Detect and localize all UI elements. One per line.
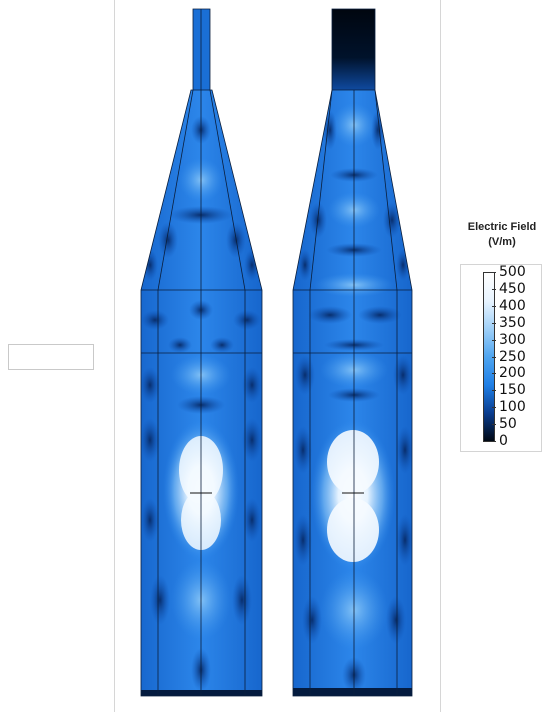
legend-tick-mark bbox=[492, 339, 496, 341]
legend-title-line1: Electric Field bbox=[467, 221, 537, 233]
legend-tick-label: 350 bbox=[499, 314, 526, 331]
legend-tick-label: 50 bbox=[499, 416, 517, 433]
left-model-outline bbox=[140, 8, 263, 697]
legend-tick-label: 0 bbox=[499, 433, 508, 449]
legend-tick-mark bbox=[492, 424, 496, 426]
legend-tick-mark bbox=[492, 390, 496, 392]
legend-tick-label: 500 bbox=[499, 264, 526, 280]
legend-box: 500 450 400 350 300 250 200 150 100 50 0 bbox=[460, 264, 542, 452]
legend-tick-mark bbox=[492, 407, 496, 409]
legend-tick-label: 250 bbox=[499, 348, 526, 365]
legend-tick-label: 100 bbox=[499, 399, 526, 416]
left-divider bbox=[114, 0, 115, 712]
legend-tick-label: 300 bbox=[499, 331, 526, 348]
legend-title: Electric Field (V/m) bbox=[462, 220, 542, 250]
legend-tick-mark bbox=[492, 272, 496, 273]
legend-tick-mark bbox=[492, 356, 496, 358]
right-field-model bbox=[293, 9, 412, 696]
legend-tick-mark bbox=[492, 322, 496, 324]
right-divider bbox=[440, 0, 441, 712]
side-empty-box bbox=[8, 344, 94, 370]
legend-title-line2: (V/m) bbox=[488, 236, 516, 248]
legend-tick-mark bbox=[492, 288, 496, 290]
legend-tick-mark bbox=[492, 305, 496, 307]
legend-tick-label: 150 bbox=[499, 382, 526, 399]
left-field-model bbox=[141, 9, 262, 696]
legend-tick-label: 400 bbox=[499, 297, 526, 314]
legend-tick-mark bbox=[492, 373, 496, 375]
legend-tick-mark bbox=[492, 441, 496, 442]
right-model-outline bbox=[292, 8, 413, 697]
legend-tick-label: 200 bbox=[499, 365, 526, 382]
legend-tick-label: 450 bbox=[499, 280, 526, 297]
